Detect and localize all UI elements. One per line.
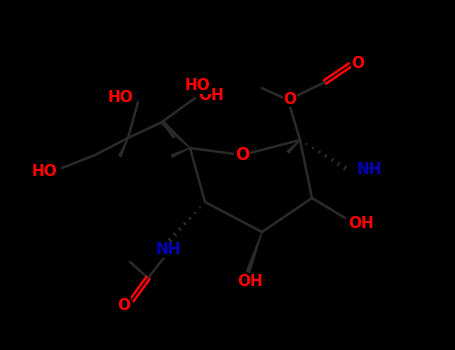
Polygon shape	[162, 122, 175, 138]
Polygon shape	[246, 232, 262, 273]
Polygon shape	[172, 148, 190, 157]
Text: OH: OH	[348, 216, 374, 231]
Text: OH: OH	[198, 89, 224, 104]
Text: HO: HO	[185, 78, 211, 93]
Polygon shape	[161, 121, 190, 148]
Text: O: O	[235, 146, 249, 164]
Polygon shape	[119, 138, 128, 156]
Text: HO: HO	[107, 90, 133, 105]
Text: O: O	[352, 56, 364, 70]
Text: OH: OH	[237, 274, 263, 289]
Text: NH: NH	[155, 243, 181, 258]
Polygon shape	[287, 140, 300, 153]
Text: O: O	[283, 91, 297, 106]
Text: O: O	[117, 298, 131, 313]
Text: NH: NH	[357, 162, 383, 177]
Text: HO: HO	[31, 163, 57, 178]
